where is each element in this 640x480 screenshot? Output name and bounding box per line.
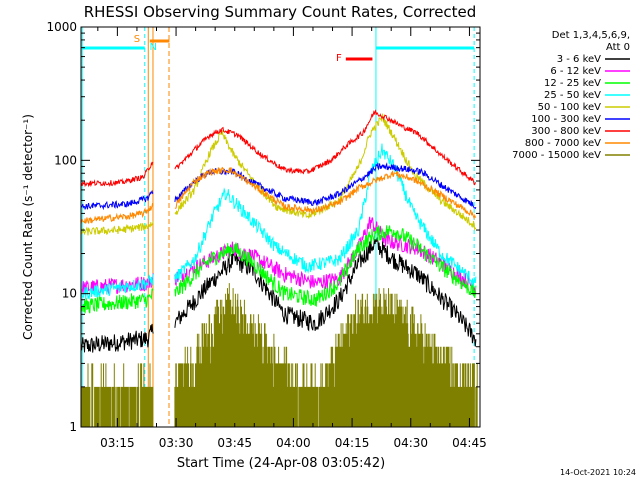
series-line-seg2 — [174, 143, 477, 287]
legend-entry-label: 800 - 7000 keV — [525, 138, 601, 149]
chart-title: RHESSI Observing Summary Count Rates, Co… — [84, 3, 477, 21]
x-tick-label: 03:30 — [159, 436, 194, 450]
plot-frame — [80, 26, 481, 428]
x-axis-label: Start Time (24-Apr-08 03:05:42) — [177, 456, 385, 471]
legend-entry-label: 7000 - 15000 keV — [512, 150, 601, 161]
series-line-seg2 — [174, 216, 477, 295]
legend-header: Att 0 — [606, 42, 630, 53]
y-tick-label: 10 — [62, 287, 77, 301]
series-line-seg1 — [81, 202, 154, 224]
x-tick-label: 03:45 — [217, 436, 252, 450]
series-line-seg2 — [174, 162, 477, 210]
y-axis-label: Corrected Count Rate (s⁻¹ detector⁻¹) — [21, 114, 35, 340]
x-tick-label: 04:30 — [393, 436, 428, 450]
series-line-seg1 — [81, 221, 154, 236]
legend-entry-label: 100 - 300 keV — [531, 114, 601, 125]
series-line-seg2 — [174, 237, 477, 347]
series-line-seg1 — [81, 288, 154, 314]
series-line-7000-15000 — [81, 283, 478, 427]
legend-entry-label: 6 - 12 keV — [550, 66, 601, 77]
y-tick-label: 1000 — [46, 20, 77, 34]
legend-header: Det 1,3,4,5,6,9, — [552, 30, 630, 41]
x-tick-label: 04:00 — [276, 436, 311, 450]
legend-entry-label: 12 - 25 keV — [544, 78, 601, 89]
series-line-seg2 — [174, 109, 476, 186]
x-tick-label: 04:15 — [335, 436, 370, 450]
flag-label-f: F — [336, 53, 342, 64]
flag-label-s: S — [134, 34, 140, 45]
legend-entry-label: 3 - 6 keV — [557, 54, 601, 65]
plot-area: SN F — [81, 27, 478, 427]
legend-entry-label: 300 - 800 keV — [531, 126, 601, 137]
series-line-seg2 — [174, 166, 477, 221]
y-tick-label: 1 — [69, 420, 77, 434]
series-line-seg1 — [81, 323, 154, 353]
series-line-seg1 — [81, 161, 154, 188]
legend-entry-label: 50 - 100 keV — [538, 102, 602, 113]
axes: 1 10 100 1000 03:15 03:30 03:45 04:00 04:15 04:30… — [46, 20, 486, 450]
x-tick-label: 03:15 — [100, 436, 135, 450]
series-line-seg1 — [81, 189, 154, 211]
flag-label-n: N — [149, 42, 156, 53]
x-tick-label: 04:45 — [452, 436, 487, 450]
footer-timestamp: 14-Oct-2021 10:24 — [560, 468, 636, 477]
series-line-seg1 — [81, 273, 154, 301]
legend-entry-label: 25 - 50 keV — [544, 90, 601, 101]
y-tick-label: 100 — [54, 153, 77, 167]
series-line-seg2 — [174, 225, 477, 307]
